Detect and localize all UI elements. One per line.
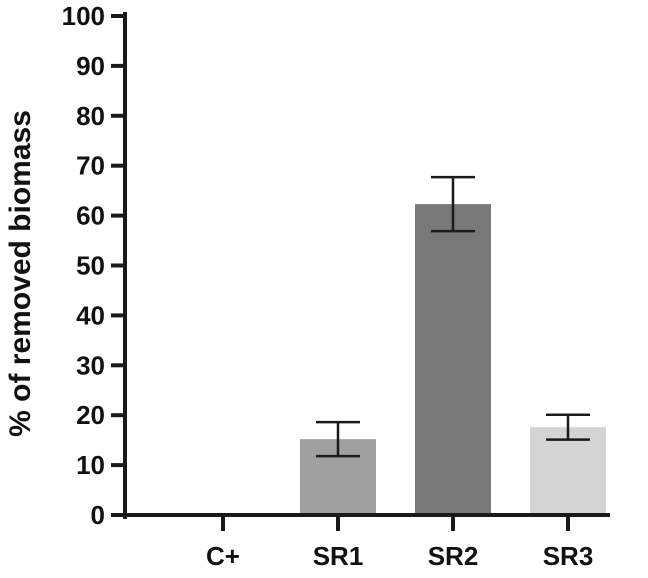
y-axis-title: % of removed biomass (4, 110, 37, 437)
x-axis-ticks: C+ SR1 SR2 SR3 (206, 515, 593, 571)
y-axis-title-group: % of removed biomass (4, 110, 37, 437)
y-tick-label: 60 (76, 201, 105, 231)
y-axis-ticks: 0 10 20 30 40 50 60 70 80 90 100 (62, 1, 125, 530)
y-tick-label: 50 (76, 251, 105, 281)
y-tick-label: 20 (76, 400, 105, 430)
bar-sr2 (415, 204, 491, 516)
x-tick-label-sr1: SR1 (313, 541, 364, 571)
x-tick-label-c-: C+ (206, 541, 240, 571)
y-tick-label: 30 (76, 350, 105, 380)
y-tick-label: 80 (76, 101, 105, 131)
y-tick-label: 10 (76, 450, 105, 480)
x-tick-label-sr2: SR2 (428, 541, 479, 571)
bars-group (300, 204, 606, 516)
y-tick-label: 0 (91, 500, 105, 530)
error-bar-sr1 (316, 420, 360, 458)
x-tick-label-sr3: SR3 (543, 541, 594, 571)
y-tick-label: 40 (76, 300, 105, 330)
error-bar-sr2 (431, 175, 475, 233)
error-bars-group (316, 175, 590, 458)
axes-group (123, 12, 610, 519)
error-bar-sr3 (546, 413, 590, 441)
y-tick-label: 90 (76, 51, 105, 81)
y-tick-label: 100 (62, 1, 105, 31)
y-tick-label: 70 (76, 151, 105, 181)
bar-sr3 (530, 427, 606, 515)
